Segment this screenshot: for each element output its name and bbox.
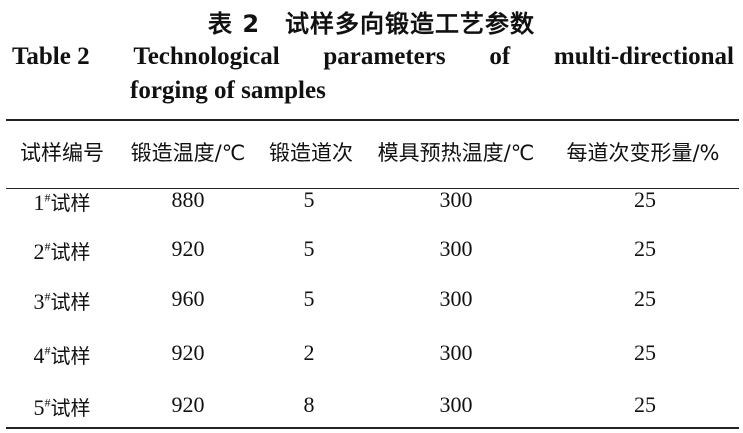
cell-sample: 4#试样 <box>34 340 91 369</box>
sample-number: 2 <box>33 239 45 264</box>
sample-name: 试样 <box>50 240 91 264</box>
cell-sample: 1#试样 <box>34 187 91 216</box>
cell-mold: 300 <box>439 236 473 261</box>
col-header-sample: 试样编号 <box>20 141 104 165</box>
cell-temp: 920 <box>171 236 205 261</box>
title-word: multi-directional <box>553 43 734 70</box>
cell-sample: 2#试样 <box>34 236 91 265</box>
cell-strain: 25 <box>634 236 656 261</box>
cell-passes: 5 <box>303 187 315 212</box>
sample-number: 4 <box>33 343 45 368</box>
title-line2: forging of samples <box>130 77 326 104</box>
cell-passes: 2 <box>303 340 315 365</box>
cell-sample: 5#试样 <box>34 392 91 421</box>
col-header-passes: 锻造道次 <box>269 141 353 165</box>
cell-strain: 25 <box>634 392 656 417</box>
cell-mold: 300 <box>439 187 473 212</box>
sample-sup: # <box>44 239 51 254</box>
cell-mold: 300 <box>439 286 473 311</box>
cell-temp: 920 <box>171 340 205 365</box>
sample-name: 试样 <box>50 344 91 368</box>
table-label: Table 2 <box>12 43 90 70</box>
cell-strain: 25 <box>634 286 656 311</box>
table-title-cn: 表 2 试样多向锻造工艺参数 <box>207 10 536 38</box>
cell-strain: 25 <box>634 187 656 212</box>
cell-mold: 300 <box>439 340 473 365</box>
top-rule <box>6 119 739 121</box>
sample-sup: # <box>44 190 51 205</box>
sample-number: 5 <box>33 395 45 420</box>
title-word: parameters <box>323 43 446 70</box>
cell-passes: 8 <box>303 392 315 417</box>
sample-sup: # <box>44 289 51 304</box>
title-word: Technological <box>133 43 280 70</box>
title-word: of <box>489 43 511 70</box>
col-header-mold-temp: 模具预热温度/℃ <box>377 141 535 165</box>
sample-number: 3 <box>33 289 45 314</box>
cell-passes: 5 <box>303 236 315 261</box>
sample-name: 试样 <box>50 290 91 314</box>
cell-mold: 300 <box>439 392 473 417</box>
sample-sup: # <box>44 395 51 410</box>
sample-name: 试样 <box>50 191 91 215</box>
cell-temp: 960 <box>171 286 205 311</box>
cell-passes: 5 <box>303 286 315 311</box>
cell-strain: 25 <box>634 340 656 365</box>
cell-sample: 3#试样 <box>34 286 91 315</box>
cell-temp: 880 <box>171 187 205 212</box>
sample-sup: # <box>44 343 51 358</box>
table-title-en: Table 2 Technological parameters of mult… <box>12 40 734 108</box>
sample-name: 试样 <box>50 396 91 420</box>
sample-number: 1 <box>33 190 45 215</box>
bottom-rule <box>6 427 739 429</box>
header-rule <box>6 188 739 189</box>
col-header-temp: 锻造温度/℃ <box>130 141 246 165</box>
col-header-strain: 每道次变形量/% <box>566 141 720 165</box>
cell-temp: 920 <box>171 392 205 417</box>
